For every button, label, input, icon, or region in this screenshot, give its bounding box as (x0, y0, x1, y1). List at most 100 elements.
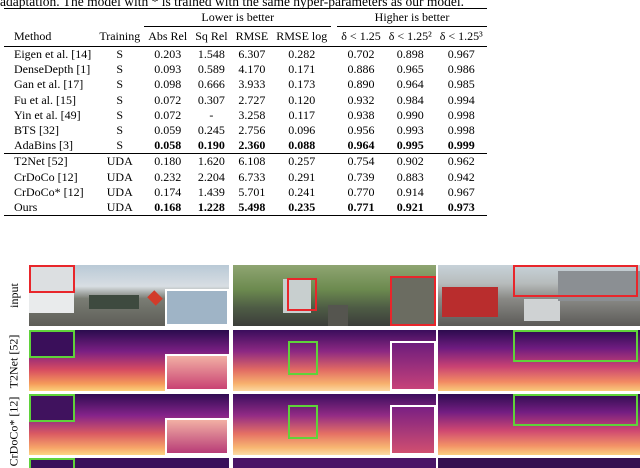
cell-rmse: 4.170 (238, 62, 266, 77)
table-row: DenseDepth [1] S 0.093 0.589 4.170 0.171 0.886… (4, 62, 487, 77)
cell-abs-rel: 0.232 (154, 169, 182, 184)
cell-rmse: 6.733 (238, 169, 266, 184)
cell-abs-rel: 0.093 (154, 62, 182, 77)
cell-delta3: 0.973 (435, 200, 487, 217)
cell-delta3: 0.994 (447, 92, 475, 107)
cell-rmse: 5.701 (238, 184, 266, 199)
cell-sq-rel: 0.245 (197, 123, 225, 138)
cell-rmse-log: 0.171 (288, 62, 316, 77)
group-higher-label: Higher is better (337, 8, 487, 27)
cell-delta3: 0.998 (447, 107, 475, 122)
cell-delta2: 0.902 (396, 154, 424, 169)
cell-rmse-log: 0.117 (288, 107, 316, 122)
cell-rmse-log: 0.291 (288, 169, 316, 184)
cell-method: Ours (4, 200, 96, 217)
header-abs-rel: Abs Rel (144, 26, 192, 47)
cell-abs-rel: 0.180 (154, 154, 182, 169)
cell-delta3: 0.962 (447, 154, 475, 169)
cell-delta2: 0.984 (396, 92, 424, 107)
cell-method: T2Net [52] (14, 154, 68, 169)
row-label-input: input (6, 282, 21, 308)
results-table: Lower is better Higher is better Method T… (4, 8, 487, 217)
cell-delta1: 0.938 (347, 107, 375, 122)
cell-abs-rel: 0.203 (154, 47, 182, 61)
cell-delta2: 0.964 (396, 77, 424, 92)
cell-abs-rel: 0.168 (144, 200, 192, 217)
cell-delta1: 0.702 (347, 47, 375, 61)
cell-sq-rel: 0.589 (197, 62, 225, 77)
table-row: Eigen et al. [14] S 0.203 1.548 6.307 0.282 0.… (4, 47, 487, 63)
cell-training: UDA (106, 184, 133, 199)
cell-delta2: 0.921 (384, 200, 436, 217)
table-row: BTS [32] S 0.059 0.245 2.756 0.096 0.956 0.993 0… (4, 123, 487, 138)
cell-rmse: 2.727 (238, 92, 266, 107)
header-delta3: δ < 1.25³ (435, 26, 487, 47)
cell-delta1: 0.890 (347, 77, 375, 92)
cell-method: DenseDepth [1] (14, 62, 91, 77)
cell-sq-rel: 0.190 (197, 138, 225, 153)
cell-method: BTS [32] (14, 123, 59, 138)
table-caption: adaptation. The model with * is trained … (0, 0, 464, 9)
cell-method: CrDoCo [12] (14, 169, 78, 184)
cell-sq-rel: 1.548 (197, 47, 225, 61)
cell-training: S (116, 47, 124, 61)
header-rmse-log: RMSE log (272, 26, 332, 47)
cell-rmse: 2.360 (238, 138, 266, 153)
row-label-t2net: T2Net [52] (6, 334, 21, 388)
cell-delta2: 0.883 (396, 169, 424, 184)
cell-sq-rel: - (209, 107, 214, 122)
cell-rmse: 3.933 (238, 77, 266, 92)
cell-delta1: 0.770 (347, 184, 375, 199)
crdoco-depth-2 (233, 394, 436, 455)
group-lower-label: Lower is better (144, 8, 332, 27)
cell-training: UDA (106, 154, 133, 169)
cell-training: S (116, 123, 124, 138)
cell-rmse: 2.756 (238, 123, 266, 138)
cell-rmse-log: 0.235 (272, 200, 332, 217)
cell-sq-rel: 1.620 (197, 154, 225, 169)
cell-delta2: 0.914 (396, 184, 424, 199)
row-label-crdoco: CrDoCo* [12] (6, 396, 21, 466)
cell-method: AdaBins [3] (14, 138, 73, 153)
next-row-depth-3 (438, 458, 640, 468)
cell-rmse: 5.498 (231, 200, 273, 217)
cell-rmse: 3.258 (238, 107, 266, 122)
cell-abs-rel: 0.072 (154, 107, 182, 122)
cell-abs-rel: 0.174 (154, 184, 182, 199)
cell-rmse-log: 0.096 (288, 123, 316, 138)
cell-rmse-log: 0.120 (288, 92, 316, 107)
cell-method: Gan et al. [17] (14, 77, 84, 92)
input-image-2 (233, 265, 436, 326)
cell-training: S (116, 77, 124, 92)
header-sq-rel: Sq Rel (191, 26, 232, 47)
t2net-depth-1 (29, 330, 229, 391)
cell-delta2: 0.995 (396, 138, 424, 153)
cell-sq-rel: 0.666 (197, 77, 225, 92)
cell-delta1: 0.932 (347, 92, 375, 107)
header-delta2: δ < 1.25² (384, 26, 436, 47)
input-image-1 (29, 265, 229, 326)
cell-training: S (116, 107, 124, 122)
cell-delta3: 0.967 (447, 184, 475, 199)
input-image-3 (438, 265, 640, 326)
cell-method: CrDoCo* [12] (14, 184, 84, 199)
cell-sq-rel: 2.204 (197, 169, 225, 184)
column-header-row: Method Training Abs Rel Sq Rel RMSE RMSE log δ… (4, 26, 487, 47)
cell-rmse: 6.307 (238, 47, 266, 61)
header-training: Training (95, 26, 145, 47)
header-rmse: RMSE (231, 26, 273, 47)
cell-sq-rel: 1.439 (197, 184, 225, 199)
next-row-depth-2 (233, 458, 436, 468)
cell-training: S (116, 92, 124, 107)
cell-training: UDA (106, 169, 133, 184)
table-row: T2Net [52] UDA 0.180 1.620 6.108 0.257 0.754 0.… (4, 153, 487, 170)
table-row: Gan et al. [17] S 0.098 0.666 3.933 0.173 0.89… (4, 77, 487, 92)
cell-delta3: 0.986 (447, 62, 475, 77)
next-row-depth-1 (29, 458, 229, 468)
cell-delta1: 0.739 (347, 169, 375, 184)
cell-abs-rel: 0.059 (154, 123, 182, 138)
cell-rmse-log: 0.241 (288, 184, 316, 199)
cell-delta2: 0.990 (396, 107, 424, 122)
cell-delta1: 0.886 (347, 62, 375, 77)
table-row: AdaBins [3] S 0.058 0.190 2.360 0.088 0.964 0.9… (4, 138, 487, 154)
